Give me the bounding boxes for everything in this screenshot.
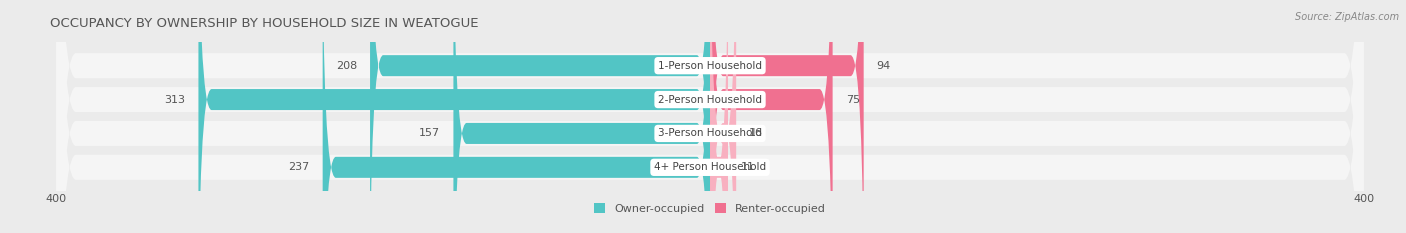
FancyBboxPatch shape [56,0,1364,233]
Text: Source: ZipAtlas.com: Source: ZipAtlas.com [1295,12,1399,22]
FancyBboxPatch shape [56,0,1364,233]
Text: 16: 16 [749,128,763,138]
FancyBboxPatch shape [453,0,710,233]
FancyBboxPatch shape [710,0,832,233]
FancyBboxPatch shape [322,0,710,233]
Text: 157: 157 [419,128,440,138]
Text: OCCUPANCY BY OWNERSHIP BY HOUSEHOLD SIZE IN WEATOGUE: OCCUPANCY BY OWNERSHIP BY HOUSEHOLD SIZE… [49,17,478,30]
Text: 1-Person Household: 1-Person Household [658,61,762,71]
Text: 313: 313 [165,95,186,105]
FancyBboxPatch shape [710,0,737,233]
Text: 11: 11 [741,162,755,172]
Text: 94: 94 [877,61,891,71]
FancyBboxPatch shape [56,0,1364,233]
Text: 75: 75 [845,95,860,105]
FancyBboxPatch shape [710,0,863,233]
FancyBboxPatch shape [370,0,710,233]
Text: 208: 208 [336,61,357,71]
Text: 2-Person Household: 2-Person Household [658,95,762,105]
Text: 3-Person Household: 3-Person Household [658,128,762,138]
Text: 4+ Person Household: 4+ Person Household [654,162,766,172]
FancyBboxPatch shape [56,0,1364,233]
FancyBboxPatch shape [710,0,728,233]
Legend: Owner-occupied, Renter-occupied: Owner-occupied, Renter-occupied [589,199,831,218]
Text: 237: 237 [288,162,309,172]
FancyBboxPatch shape [198,0,710,233]
